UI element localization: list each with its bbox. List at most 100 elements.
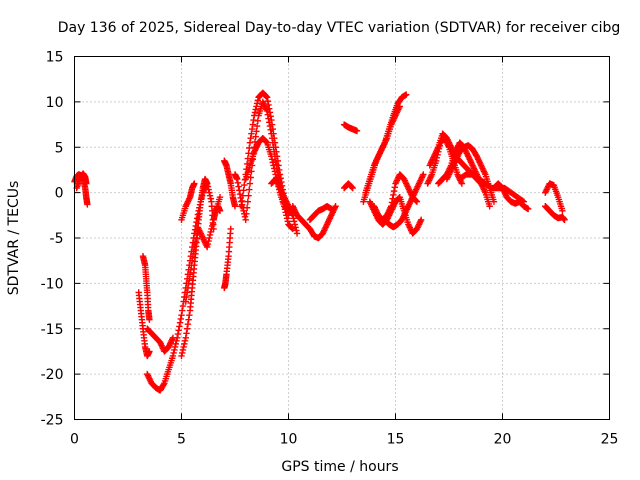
series-arc29: [443, 142, 498, 205]
x-tick-label: 25: [601, 432, 619, 448]
plus-marker: [266, 105, 273, 112]
series-arc17: [289, 203, 339, 242]
plus-marker: [273, 148, 280, 155]
plus-marker: [234, 179, 242, 186]
plus-marker: [206, 189, 213, 196]
plus-marker: [216, 207, 224, 214]
y-tick-label: -5: [50, 231, 64, 247]
plus-marker: [204, 183, 212, 190]
plus-marker: [183, 293, 190, 301]
plus-marker: [187, 266, 194, 273]
plus-marker: [264, 97, 272, 105]
plus-marker: [246, 139, 254, 146]
plus-marker: [290, 215, 297, 222]
plus-marker: [271, 165, 278, 172]
y-tick-label: 5: [55, 140, 64, 156]
plus-marker: [349, 184, 356, 192]
plus-marker: [388, 203, 395, 210]
plus-marker: [184, 284, 192, 292]
plus-marker: [559, 207, 566, 214]
plus-marker: [206, 192, 214, 199]
plus-marker: [186, 311, 193, 319]
plus-marker: [266, 109, 274, 116]
plus-marker: [291, 218, 298, 225]
plus-marker: [180, 343, 187, 351]
plus-marker: [243, 210, 250, 217]
plus-marker: [251, 109, 259, 116]
plus-marker: [271, 168, 279, 175]
plus-marker: [251, 112, 258, 119]
plus-marker: [184, 289, 191, 296]
plus-marker: [160, 381, 167, 388]
series-arc32: [542, 180, 566, 214]
plus-marker: [265, 101, 272, 109]
plus-marker: [284, 218, 291, 225]
plus-marker: [248, 130, 255, 137]
series-arc4: [139, 252, 153, 323]
plus-marker: [490, 198, 498, 205]
plus-marker: [561, 216, 568, 224]
plus-marker: [245, 150, 252, 157]
plus-marker: [268, 116, 275, 124]
series-arc19: [340, 121, 361, 135]
plus-marker: [288, 224, 296, 232]
plus-marker: [293, 230, 301, 237]
y-axis-label: SDTVAR / TECUs: [6, 181, 22, 296]
plus-marker: [207, 228, 214, 236]
plus-marker: [250, 116, 257, 124]
plus-marker: [277, 175, 284, 182]
plus-marker: [189, 257, 196, 264]
x-tick-label: 15: [387, 432, 405, 448]
plus-marker: [231, 203, 239, 210]
plus-marker: [272, 144, 279, 151]
plus-marker: [390, 187, 398, 195]
plus-marker: [191, 180, 198, 187]
plus-marker: [176, 319, 184, 326]
plus-marker: [235, 183, 242, 190]
plus-marker: [171, 346, 178, 354]
x-tick-label: 10: [280, 432, 298, 448]
plus-marker: [190, 248, 197, 255]
plus-marker: [238, 203, 245, 210]
plus-marker: [83, 180, 90, 187]
chart-title: Day 136 of 2025, Sidereal Day-to-day VTE…: [58, 20, 621, 36]
plus-marker: [486, 203, 493, 210]
plus-marker: [292, 224, 299, 231]
plus-marker: [253, 122, 261, 130]
plus-marker: [268, 121, 276, 128]
series-arc31: [490, 180, 532, 213]
plus-marker: [181, 340, 188, 348]
plus-marker: [178, 352, 185, 360]
plus-marker: [179, 307, 186, 314]
series-arc5: [144, 180, 211, 394]
plus-marker: [191, 243, 198, 251]
plus-marker: [84, 201, 91, 208]
plus-marker: [413, 198, 421, 205]
plus-marker: [206, 234, 213, 242]
series-arc10: [210, 203, 224, 224]
plus-marker: [185, 280, 192, 287]
plus-marker: [205, 237, 212, 245]
plus-marker: [177, 315, 184, 323]
plus-marker: [244, 198, 252, 205]
plus-marker: [353, 127, 361, 135]
plus-marker: [169, 334, 177, 342]
plus-marker: [179, 302, 187, 310]
series-arc3: [135, 289, 153, 360]
plus-marker: [389, 195, 396, 202]
plus-marker: [184, 321, 192, 328]
plus-marker: [169, 352, 177, 360]
plus-marker: [253, 128, 260, 135]
plus-marker: [242, 216, 249, 224]
plus-marker: [146, 348, 153, 355]
plus-marker: [216, 193, 224, 201]
plus-marker: [253, 100, 261, 107]
plus-marker: [271, 139, 279, 146]
plus-marker: [253, 103, 260, 110]
plus-marker: [293, 227, 300, 234]
plus-marker: [417, 216, 425, 224]
plus-marker: [263, 138, 270, 146]
y-tick-label: 15: [46, 50, 64, 66]
plus-marker: [186, 275, 193, 283]
